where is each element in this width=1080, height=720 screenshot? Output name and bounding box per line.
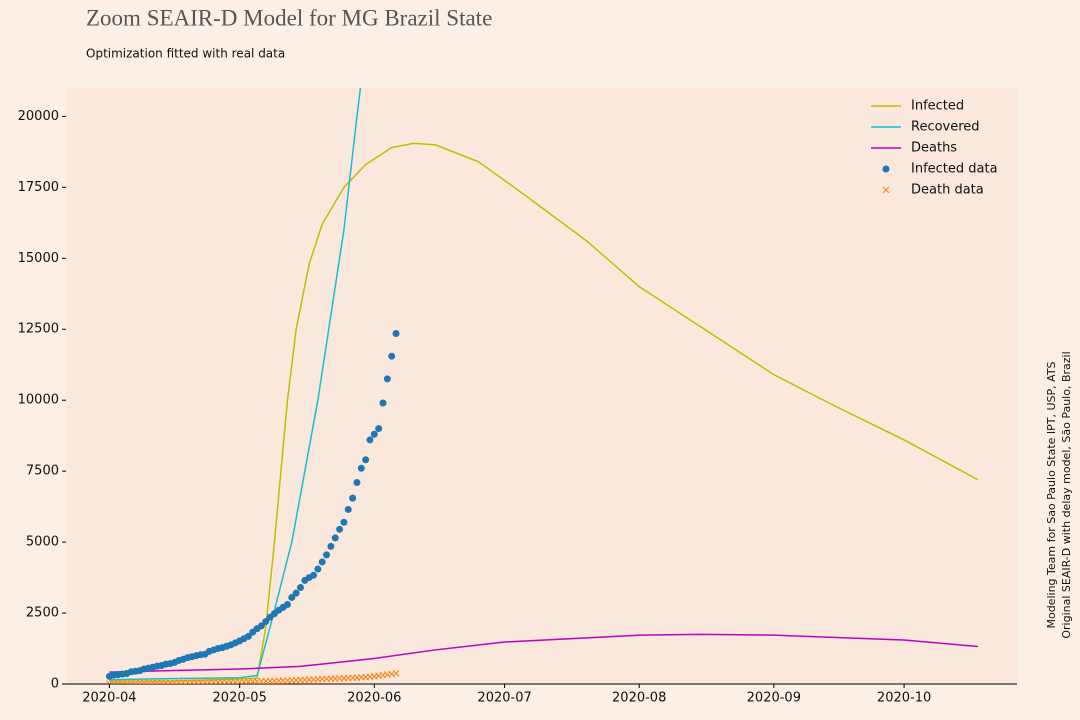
data-point (318, 558, 326, 566)
data-point (244, 632, 252, 640)
y-tick-label: 12500 (18, 322, 59, 337)
legend-marker (882, 186, 890, 194)
data-point (353, 478, 361, 486)
data-point (262, 618, 270, 626)
x-tick-label: 2020-07 (477, 691, 531, 706)
data-point (257, 622, 265, 630)
legend-marker (882, 165, 890, 173)
data-point (283, 601, 291, 609)
data-point (383, 375, 391, 383)
series-line (109, 142, 979, 682)
chart-title: Zoom SEAIR-D Model for MG Brazil State (86, 5, 492, 30)
data-point (357, 464, 365, 472)
data-point (370, 430, 378, 438)
y-tick-label: 20000 (18, 109, 59, 124)
y-tick-label: 5000 (26, 535, 59, 550)
y-tick-label: 7500 (26, 464, 59, 479)
footnote: Modeling Team for Sao Paulo State IPT, U… (1045, 361, 1058, 628)
x-tick-label: 2020-08 (612, 691, 666, 706)
data-point (296, 584, 304, 592)
y-tick-label: 15000 (18, 251, 59, 266)
data-point (314, 565, 322, 573)
x-tick-label: 2020-05 (213, 691, 267, 706)
data-point (323, 551, 331, 559)
y-tick-label: 10000 (18, 393, 59, 408)
x-tick-label: 2020-06 (347, 691, 401, 706)
series-line (109, 633, 978, 673)
data-point (331, 534, 339, 542)
series-line (109, 88, 362, 681)
x-tick-label: 2020-09 (747, 691, 801, 706)
data-point (292, 589, 300, 597)
death-marker (392, 669, 400, 677)
legend-label: Recovered (911, 120, 980, 135)
data-point (344, 505, 352, 513)
legend-label: Death data (911, 183, 984, 198)
data-point (392, 329, 400, 337)
y-tick-label: 0 (51, 677, 59, 692)
data-point (340, 518, 348, 526)
data-point (336, 525, 344, 533)
data-point (379, 399, 387, 407)
data-point (288, 593, 296, 601)
x-tick-label: 2020-04 (82, 691, 136, 706)
legend-label: Infected data (911, 162, 998, 177)
data-point (310, 571, 318, 579)
y-tick-label: 17500 (18, 180, 59, 195)
plot-area (66, 88, 1017, 684)
data-point (327, 542, 335, 550)
data-point (375, 425, 383, 433)
legend-label: Infected (911, 99, 964, 114)
x-tick-label: 2020-10 (877, 691, 931, 706)
data-point (362, 456, 370, 464)
legend-label: Deaths (911, 141, 957, 156)
chart-subtitle: Optimization fitted with real data (86, 47, 285, 61)
data-point (349, 494, 357, 502)
data-point (388, 352, 396, 360)
footnote: Original SEAIR-D with delay model, São P… (1060, 351, 1073, 638)
y-tick-label: 2500 (26, 606, 59, 621)
data-point (366, 436, 374, 444)
plot-layer (105, 88, 979, 684)
